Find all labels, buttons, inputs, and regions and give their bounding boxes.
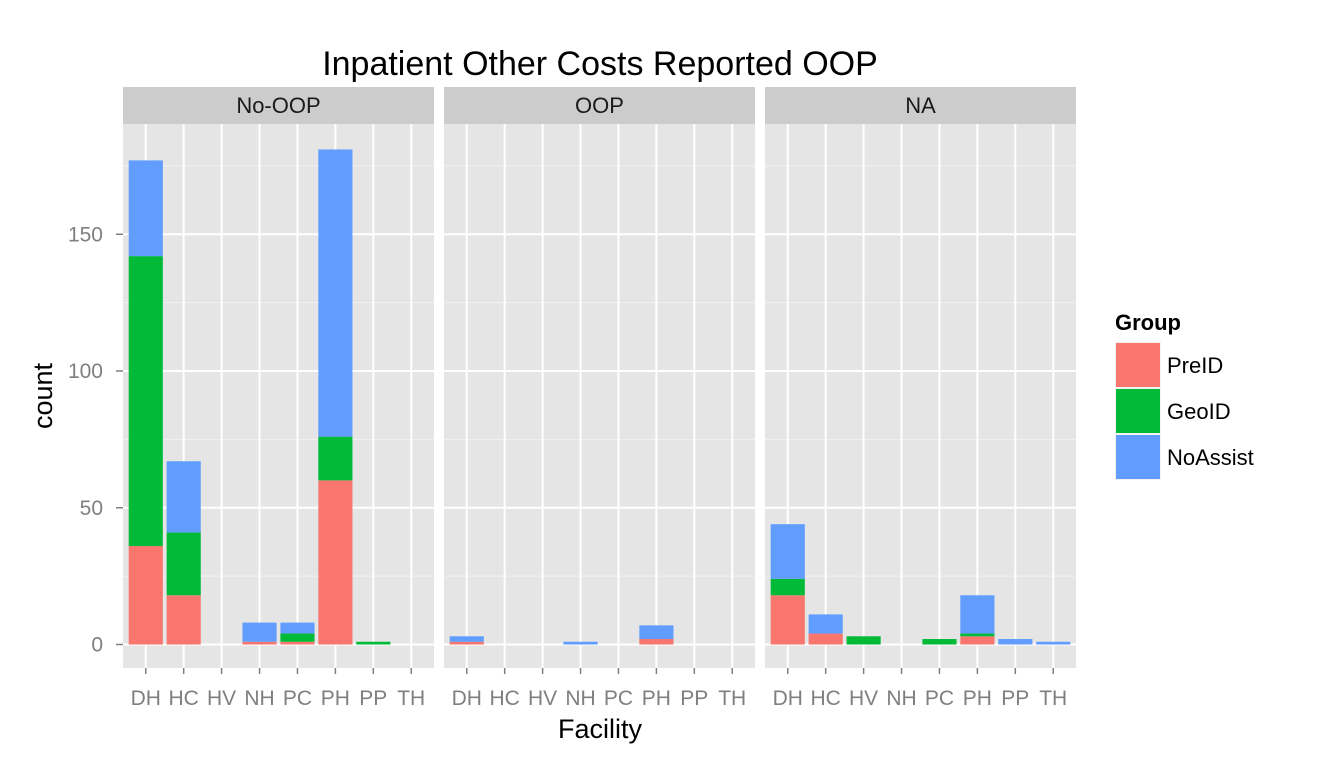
x-tick-label: HV [849, 687, 878, 710]
y-tick-label: 100 [68, 360, 103, 383]
bar-preid-nh [242, 641, 277, 645]
y-tick-label: 50 [80, 497, 103, 520]
bar-preid-pc [280, 641, 315, 645]
facet-strip-label: No-OOP [236, 93, 320, 118]
bar-geoid-hv [846, 636, 881, 645]
legend-label-noassist: NoAssist [1167, 445, 1254, 470]
facet-strip-label: OOP [575, 93, 624, 118]
bar-preid-dh [449, 641, 484, 645]
x-tick-label: HC [169, 687, 199, 710]
bar-preid-ph [639, 639, 674, 645]
bar-preid-dh [770, 595, 805, 645]
x-tick-label: TH [1039, 687, 1067, 710]
legend-swatch-preid [1116, 343, 1160, 387]
bar-noassist-hc [166, 461, 201, 533]
x-tick-label: HV [528, 687, 557, 710]
x-tick-label: TH [397, 687, 425, 710]
bar-noassist-hc [808, 614, 843, 634]
x-tick-label: PC [283, 687, 312, 710]
bar-noassist-ph [639, 625, 674, 640]
bar-geoid-ph [318, 436, 353, 481]
facet-panel: No-OOP DH HC HV NH PC PH PP TH [123, 87, 434, 710]
bar-preid-ph [318, 480, 353, 645]
bar-noassist-ph [318, 149, 353, 437]
x-tick-label: NH [565, 687, 595, 710]
bar-noassist-dh [128, 160, 163, 257]
bar-noassist-dh [770, 524, 805, 579]
bar-noassist-th [1036, 641, 1071, 645]
x-tick-label: PC [604, 687, 633, 710]
x-tick-label: PH [963, 687, 992, 710]
bar-noassist-nh [563, 641, 598, 645]
bar-preid-dh [128, 546, 163, 645]
bar-preid-ph [960, 636, 995, 645]
legend-label-preid: PreID [1167, 353, 1223, 378]
bar-noassist-ph [960, 595, 995, 634]
x-tick-label: NH [244, 687, 274, 710]
x-tick-label: DH [773, 687, 803, 710]
bar-geoid-pp [356, 641, 391, 645]
y-axis: 0 50 100 150 [68, 223, 123, 657]
facet-panel: OOP DH HC HV NH PC PH PP TH [444, 87, 755, 710]
legend: Group PreID GeoID NoAssist [1115, 310, 1254, 480]
bar-noassist-pc [280, 622, 315, 634]
bar-noassist-dh [449, 636, 484, 642]
bar-geoid-dh [770, 578, 805, 596]
bar-noassist-nh [242, 622, 277, 642]
facet-panel: NA DH HC HV NH PC PH PP TH [765, 87, 1076, 710]
bar-preid-hc [166, 595, 201, 645]
x-tick-label: PH [321, 687, 350, 710]
panel-background [444, 124, 755, 668]
x-axis-title: Facility [558, 714, 643, 744]
x-tick-label: PP [1001, 687, 1029, 710]
x-tick-label: NH [886, 687, 916, 710]
y-tick-label: 150 [68, 223, 103, 246]
bar-preid-hc [808, 633, 843, 645]
panel-background [765, 124, 1076, 668]
x-tick-label: DH [452, 687, 482, 710]
facet-panels: No-OOP DH HC HV NH PC PH PP TH OOP DH HC HV NH PC PH PP T… [123, 87, 1076, 710]
x-tick-label: HC [490, 687, 520, 710]
legend-swatch-geoid [1116, 389, 1160, 433]
chart-title: Inpatient Other Costs Reported OOP [322, 45, 878, 83]
bar-geoid-pc [280, 633, 315, 642]
x-tick-label: PC [925, 687, 954, 710]
x-tick-label: PP [359, 687, 387, 710]
x-tick-label: DH [131, 687, 161, 710]
bar-geoid-ph [960, 633, 995, 637]
bar-geoid-hc [166, 532, 201, 596]
x-tick-label: HC [811, 687, 841, 710]
facet-strip [123, 87, 434, 124]
bar-geoid-pc [922, 639, 957, 645]
x-tick-label: TH [718, 687, 746, 710]
facet-strip-label: NA [905, 93, 936, 118]
x-tick-label: PH [642, 687, 671, 710]
legend-title: Group [1115, 310, 1181, 335]
facet-strip [765, 87, 1076, 124]
y-axis-title: count [28, 362, 58, 429]
y-tick-label: 0 [91, 634, 103, 657]
legend-swatch-noassist [1116, 435, 1160, 479]
bar-noassist-pp [998, 639, 1033, 645]
bar-geoid-dh [128, 256, 163, 547]
x-tick-label: PP [680, 687, 708, 710]
facet-strip [444, 87, 755, 124]
legend-label-geoid: GeoID [1167, 399, 1231, 424]
x-tick-label: HV [207, 687, 236, 710]
